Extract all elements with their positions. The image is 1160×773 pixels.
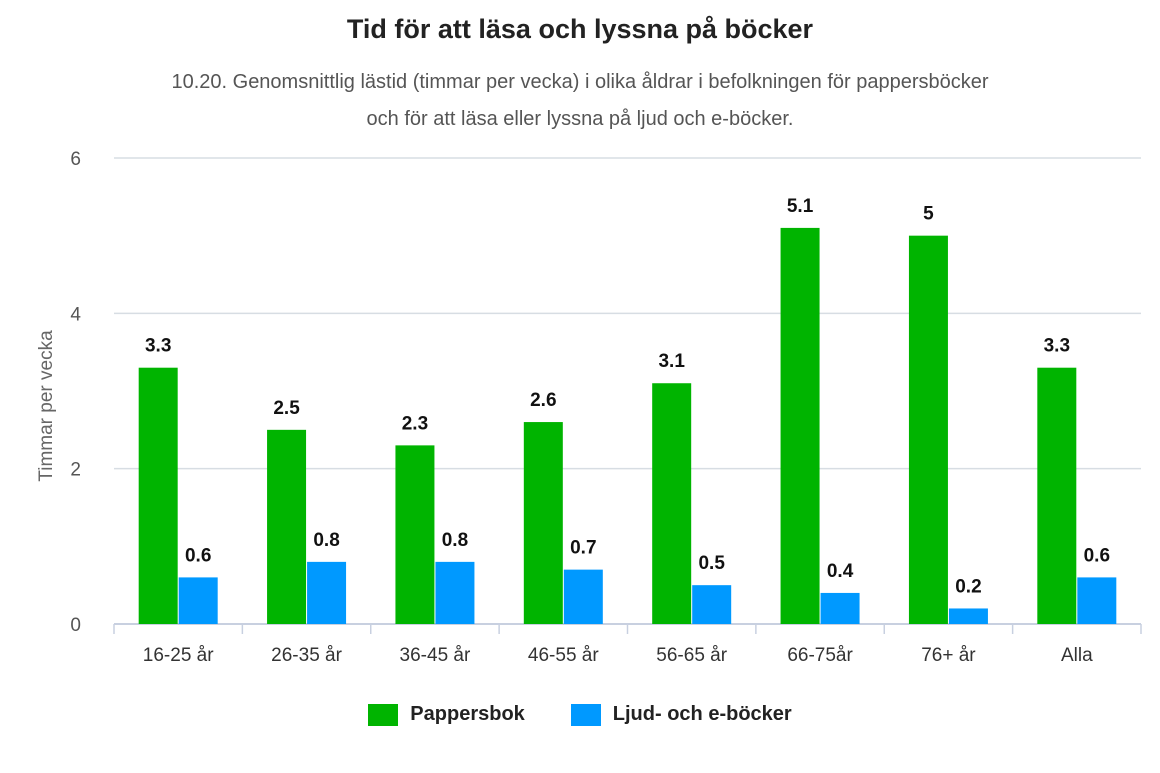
x-tick-label: Alla	[1061, 645, 1093, 666]
x-tick-label: 26-35 år	[271, 645, 342, 666]
x-tick-label: 56-65 år	[656, 645, 727, 666]
x-tick-label: 66-75år	[787, 645, 853, 666]
chart-subtitle-line-1: 10.20. Genomsnittlig lästid (timmar per …	[171, 71, 989, 93]
bar-ljud-ebocker	[435, 561, 475, 624]
data-label: 2.5	[273, 398, 300, 419]
bar-ljud-ebocker	[820, 592, 860, 624]
legend-item-pappersbok[interactable]: Pappersbok	[368, 703, 525, 726]
legend-swatch-ljud-ebocker	[570, 703, 601, 726]
legend-label-pappersbok: Pappersbok	[410, 703, 525, 725]
legend-item-ljud-ebocker[interactable]: Ljud- och e-böcker	[570, 703, 792, 726]
legend-swatch-pappersbok	[368, 703, 399, 726]
bar-pappersbok	[395, 445, 435, 624]
bar-chart: 0 2 4 6 Timmar per vecka 16-25 år 3.3 0.6 26-35 …	[36, 149, 1142, 666]
data-label: 3.1	[658, 351, 685, 372]
bar-ljud-ebocker	[307, 561, 347, 624]
data-label: 0.7	[570, 538, 596, 559]
y-tick-label: 0	[70, 615, 81, 636]
data-label: 3.3	[1044, 336, 1070, 357]
bar-pappersbok	[523, 422, 563, 624]
bar-ljud-ebocker	[178, 577, 218, 624]
y-tick-label: 4	[70, 304, 81, 325]
data-label: 5.1	[787, 196, 814, 217]
data-label: 2.3	[402, 413, 428, 434]
bar-pappersbok	[1037, 367, 1077, 624]
x-tick-label: 36-45 år	[400, 645, 471, 666]
data-label: 0.6	[1084, 545, 1110, 566]
data-label: 0.6	[185, 545, 211, 566]
legend-label-ljud-ebocker: Ljud- och e-böcker	[612, 703, 792, 725]
data-label: 0.5	[698, 553, 725, 574]
y-axis-label: Timmar per vecka	[36, 330, 57, 482]
bar-pappersbok	[780, 227, 820, 624]
bar-pappersbok	[267, 429, 307, 624]
data-label: 2.6	[530, 390, 556, 411]
bar-pappersbok	[908, 235, 948, 624]
data-label: 0.2	[955, 576, 981, 597]
bar-pappersbok	[138, 367, 178, 624]
y-tick-label: 6	[70, 149, 81, 170]
y-tick-label: 2	[70, 460, 81, 481]
data-label: 0.4	[827, 561, 854, 582]
bar-ljud-ebocker	[692, 585, 732, 624]
x-tick-label: 76+ år	[921, 645, 976, 666]
bar-ljud-ebocker	[948, 608, 988, 624]
bar-ljud-ebocker	[1077, 577, 1117, 624]
data-label: 0.8	[313, 530, 339, 551]
legend: Pappersbok Ljud- och e-böcker	[0, 703, 1160, 726]
bar-pappersbok	[652, 383, 692, 624]
x-tick-label: 46-55 år	[528, 645, 599, 666]
bar-ljud-ebocker	[563, 569, 603, 624]
chart-title: Tid för att läsa och lyssna på böcker	[346, 14, 814, 44]
data-label: 5	[923, 204, 934, 225]
data-label: 3.3	[145, 336, 171, 357]
chart-subtitle-line-2: och för att läsa eller lyssna på ljud oc…	[366, 108, 794, 130]
data-label: 0.8	[442, 530, 468, 551]
chart-subtitle: 10.20. Genomsnittlig lästid (timmar per …	[0, 64, 1160, 138]
x-tick-label: 16-25 år	[143, 645, 214, 666]
